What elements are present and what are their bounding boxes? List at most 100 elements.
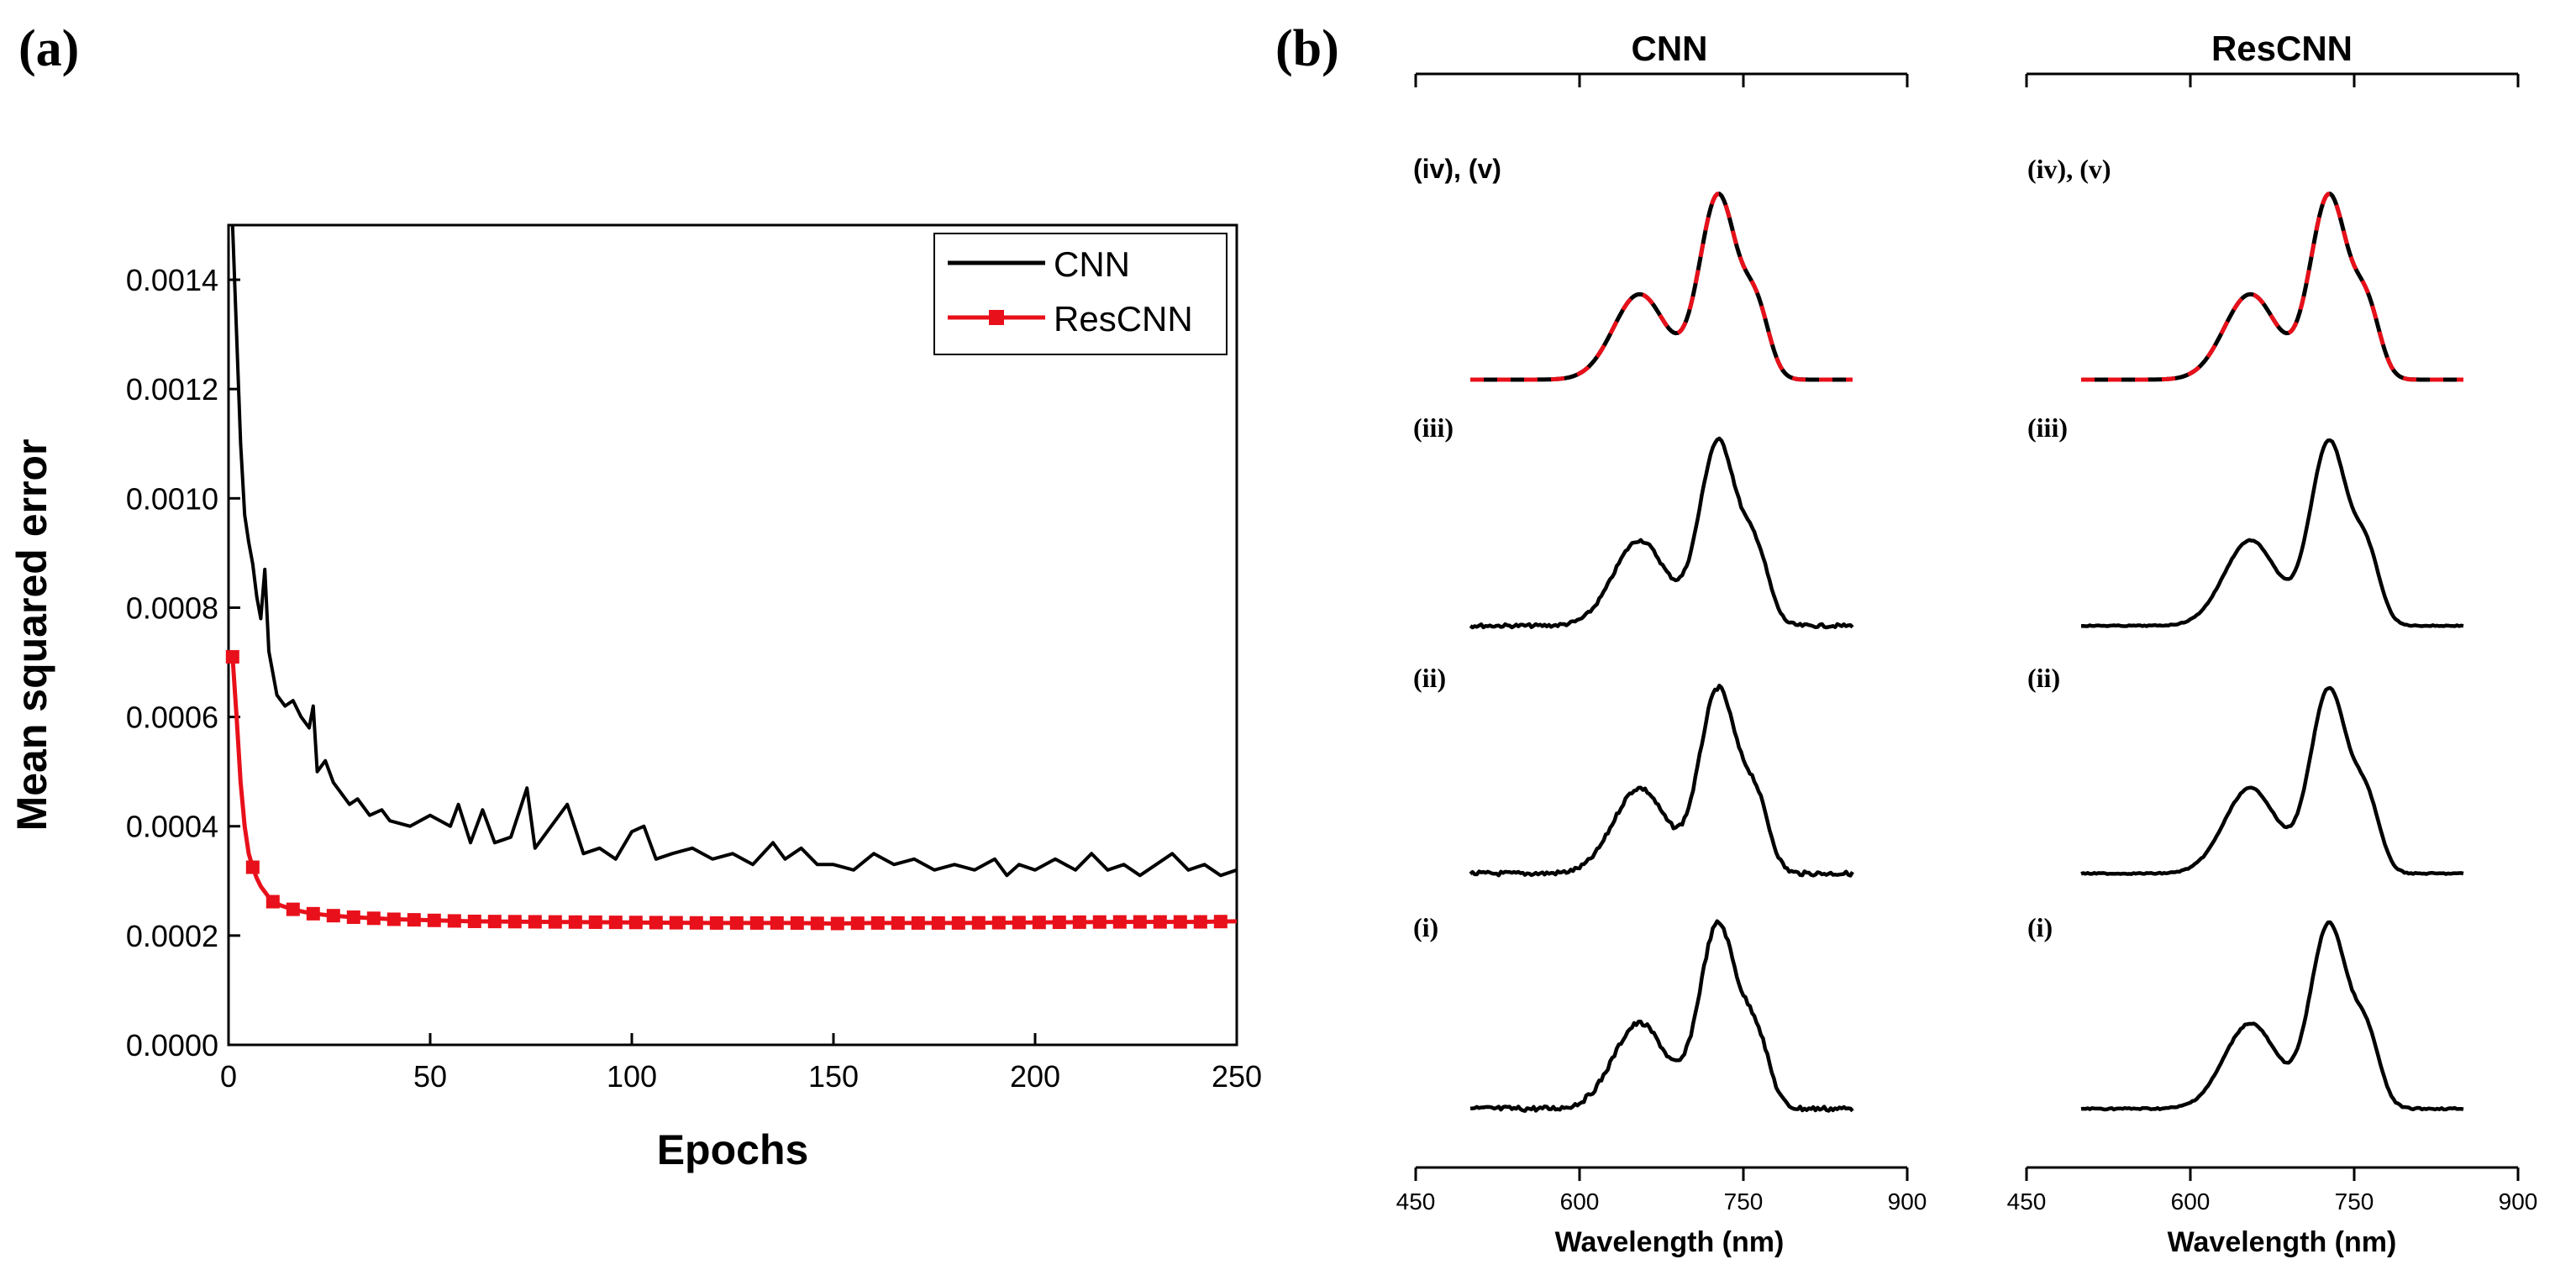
rescnn-marker	[548, 915, 562, 929]
rescnn-marker	[770, 916, 784, 930]
x-tick-label: 600	[1560, 1188, 1600, 1215]
legend-rescnn-label: ResCNN	[1054, 299, 1193, 338]
rescnn-marker	[447, 914, 461, 928]
rescnn-marker	[467, 914, 481, 928]
rescnn-marker	[265, 895, 280, 909]
spectrum-line	[1469, 684, 1854, 878]
cnn-trace-label-i: (i)	[1413, 912, 1438, 942]
y-tick-label: 0.0000	[126, 1028, 218, 1062]
rescnn-marker	[528, 915, 542, 929]
panel-b-rescnn-x-axis-label: Wavelength (nm)	[2168, 1226, 2397, 1258]
panel-b-cnn-traces	[1469, 192, 1854, 1113]
rescnn-marker	[245, 860, 260, 874]
rescnn-marker	[911, 916, 925, 930]
panel-a-y-ticks: 0.0000 0.0002 0.0004 0.0006 0.0008 0.0010 0.00…	[126, 263, 240, 1062]
panel-a-x-axis-label: Epochs	[657, 1126, 809, 1173]
panel-label-b: (b)	[1275, 20, 1339, 77]
rescnn-marker	[1092, 915, 1107, 929]
rescnn-marker	[286, 902, 300, 916]
rescnn-marker	[810, 916, 824, 931]
rescnn-marker	[790, 916, 804, 930]
x-tick-label: 50	[413, 1059, 447, 1094]
rescnn-marker	[568, 915, 582, 929]
rescnn-marker	[427, 913, 441, 927]
rescnn-trace-label-ii: (ii)	[2027, 663, 2060, 693]
x-tick-label: 100	[607, 1059, 657, 1094]
rescnn-marker	[1052, 916, 1066, 930]
rescnn-marker	[608, 916, 623, 930]
x-tick-label: 450	[2007, 1188, 2047, 1215]
rescnn-marker	[850, 916, 865, 931]
y-tick-label: 0.0006	[126, 700, 218, 735]
rescnn-marker	[1072, 915, 1086, 929]
x-tick-label: 250	[1212, 1059, 1262, 1094]
x-tick-label: 200	[1010, 1059, 1060, 1094]
rescnn-marker	[1032, 916, 1046, 930]
rescnn-marker	[1012, 916, 1026, 930]
x-tick-label: 0	[220, 1059, 237, 1094]
series-rescnn-line	[230, 656, 1238, 926]
rescnn-marker	[1213, 915, 1228, 929]
x-tick-label: 150	[808, 1059, 859, 1094]
panel-b-cnn-title: CNN	[1632, 29, 1708, 68]
rescnn-marker	[830, 916, 844, 931]
rescnn-marker	[689, 916, 703, 930]
rescnn-marker	[951, 916, 965, 930]
rescnn-marker	[1173, 915, 1187, 929]
cnn-trace-label-iv-v: (iv), (v)	[1413, 154, 1501, 184]
spectrum-prediction-dashed-line	[2081, 192, 2463, 382]
spectrum-line	[2080, 685, 2464, 876]
rescnn-trace-label-iv-v: (iv), (v)	[2027, 154, 2111, 184]
rescnn-marker	[1112, 915, 1127, 929]
panel-label-a: (a)	[18, 20, 79, 77]
rescnn-marker	[628, 916, 643, 930]
rescnn-marker	[366, 911, 381, 926]
rescnn-marker	[931, 916, 945, 930]
panel-a-legend: CNN ResCNN	[933, 233, 1228, 355]
panel-b-rescnn-title: ResCNN	[2211, 29, 2353, 68]
rescnn-trace-label-iii: (iii)	[2027, 412, 2068, 443]
y-tick-label: 0.0008	[126, 590, 218, 625]
rescnn-marker	[507, 915, 522, 929]
rescnn-marker	[306, 906, 320, 921]
series-cnn-line	[230, 224, 1238, 878]
rescnn-marker	[1193, 915, 1207, 929]
spectrum-prediction-dashed-line	[1470, 192, 1853, 382]
rescnn-marker	[891, 916, 905, 930]
panel-b-cnn-x-axis-label: Wavelength (nm)	[1555, 1226, 1785, 1258]
spectrum-reference-line	[1470, 192, 1853, 382]
spectrum-line	[1469, 919, 1854, 1113]
rescnn-marker	[729, 916, 744, 930]
panel-b-rescnn-traces	[2080, 192, 2464, 1112]
rescnn-marker	[669, 916, 683, 930]
legend-cnn-label: CNN	[1054, 244, 1130, 284]
panel-a-series	[225, 224, 1238, 931]
panel-a-x-ticks: 0 50 100 150 200 250	[220, 1033, 1262, 1094]
panel-b-cnn-axes: 450 600 750 900	[1396, 72, 1927, 1215]
rescnn-marker	[225, 650, 239, 664]
x-tick-label: 900	[2499, 1188, 2538, 1215]
panel-b-cnn: CNN 450 600 750 900 (iv), (v) (iii) (ii) (i…	[1396, 29, 1927, 1258]
rescnn-marker	[588, 915, 602, 929]
rescnn-marker	[407, 913, 421, 927]
y-tick-label: 0.0012	[126, 372, 218, 407]
rescnn-marker	[1133, 915, 1147, 929]
y-tick-label: 0.0014	[126, 263, 218, 297]
panel-a-y-axis-label: Mean squared error	[8, 439, 55, 832]
y-tick-label: 0.0002	[126, 919, 218, 953]
y-tick-label: 0.0004	[126, 810, 218, 844]
rescnn-marker	[386, 912, 401, 926]
rescnn-trace-label-i: (i)	[2027, 912, 2053, 942]
legend-rescnn-marker	[989, 310, 1004, 325]
rescnn-marker	[870, 916, 885, 930]
spectrum-reference-line	[2081, 192, 2463, 382]
legend-box	[933, 233, 1228, 355]
x-tick-label: 750	[1724, 1188, 1764, 1215]
cnn-trace-label-iii: (iii)	[1413, 412, 1454, 443]
x-tick-label: 600	[2171, 1188, 2211, 1215]
rescnn-marker	[971, 916, 986, 930]
rescnn-marker	[326, 909, 340, 923]
cnn-trace-label-ii: (ii)	[1413, 663, 1446, 693]
rescnn-marker	[487, 915, 502, 929]
